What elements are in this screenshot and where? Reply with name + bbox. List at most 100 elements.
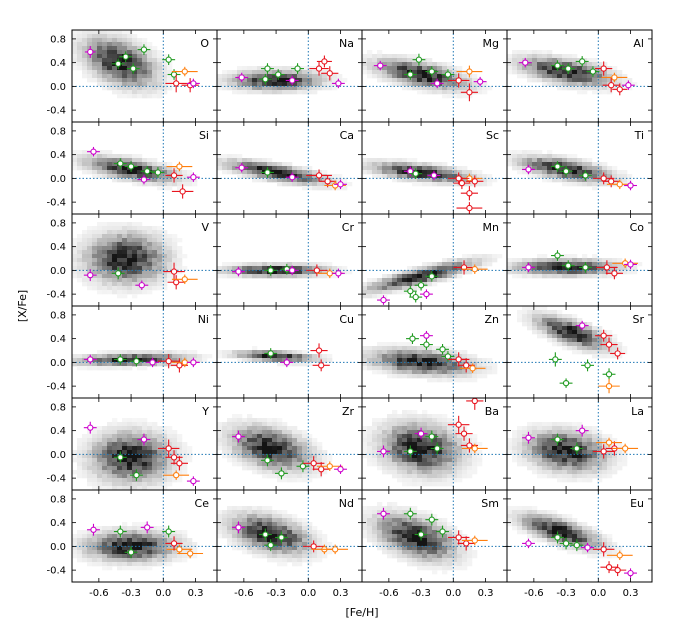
y-tick-label: 0.4 (50, 518, 66, 529)
x-tick-label: -0.3 (266, 588, 286, 599)
marker (190, 174, 197, 181)
density-histogram (507, 254, 643, 279)
x-axis-label: [Fe/H] (345, 606, 378, 619)
marker (326, 70, 333, 77)
marker (428, 516, 435, 523)
element-label: Sm (481, 497, 499, 510)
data-point-orange (461, 443, 488, 454)
data-point-red (600, 337, 618, 352)
data-point-magenta (621, 80, 635, 90)
element-label: Zr (342, 405, 355, 418)
marker (176, 460, 183, 467)
data-point-red (460, 83, 478, 102)
marker (283, 266, 290, 273)
element-label: Co (630, 221, 645, 234)
data-point-orange (316, 461, 343, 472)
panel-sm: Sm -0.6 -0.3 0.0 0.3 (361, 489, 508, 599)
marker (326, 270, 333, 277)
data-point-magenta (427, 170, 441, 181)
marker (460, 430, 468, 437)
marker (87, 48, 94, 56)
panel-y: Y -0.4 0.0 0.4 0.8 (46, 397, 218, 491)
marker (407, 288, 414, 295)
marker (331, 182, 339, 189)
data-point-magenta (83, 354, 97, 365)
marker (409, 335, 416, 342)
density-histogram (362, 410, 483, 487)
marker (603, 264, 611, 271)
data-point-magenta (334, 179, 347, 190)
marker (235, 524, 242, 531)
marker (579, 322, 586, 329)
data-point-green (414, 528, 428, 541)
data-point-magenta (522, 538, 535, 549)
marker (133, 358, 140, 365)
density-histogram (72, 522, 198, 571)
y-tick-label: 0.0 (50, 450, 66, 461)
data-point-red (612, 83, 628, 96)
marker (466, 89, 473, 96)
marker (417, 430, 425, 437)
data-point-green (586, 66, 600, 77)
data-point-magenta (285, 265, 299, 276)
data-point-green (124, 161, 138, 172)
data-point-magenta (83, 269, 97, 282)
data-point-magenta (377, 507, 390, 520)
marker (621, 445, 629, 452)
marker (138, 282, 145, 289)
marker (611, 74, 618, 81)
marker (165, 528, 172, 535)
data-point-green (406, 333, 419, 344)
data-point-green (119, 51, 133, 63)
data-point-red (302, 540, 325, 553)
marker (170, 172, 178, 179)
marker (458, 179, 466, 187)
element-label: V (201, 221, 209, 234)
x-tick-label: -0.6 (234, 588, 254, 599)
marker (278, 534, 285, 541)
data-point-green (291, 63, 304, 74)
marker (264, 457, 271, 464)
marker (173, 472, 180, 479)
x-tick-label: 0.3 (333, 588, 349, 599)
panel-nd: Nd -0.6 -0.3 0.0 0.3 (216, 489, 363, 599)
element-label: Cu (339, 313, 354, 326)
marker (605, 564, 613, 571)
data-point-red (165, 168, 183, 183)
panel-ba: Ba (361, 397, 508, 491)
marker (600, 175, 607, 182)
element-label: Na (339, 37, 354, 50)
data-point-green (430, 442, 444, 455)
density-histogram (362, 342, 498, 383)
marker (140, 176, 148, 183)
data-point-green (258, 73, 272, 85)
marker (525, 264, 532, 271)
element-label: Mg (483, 37, 499, 50)
marker (318, 466, 325, 473)
panel-ce: Ce -0.4 0.0 0.4 0.8 -0.6 -0.3 0.0 0.3 (46, 489, 218, 599)
marker (238, 164, 245, 171)
marker (522, 59, 529, 66)
data-point-green (436, 525, 449, 538)
y-tick-label: -0.4 (46, 474, 66, 485)
panel-zn: Zn (361, 305, 508, 399)
marker (380, 510, 387, 517)
panel-na: Na (216, 29, 363, 123)
marker (315, 65, 323, 72)
y-tick-label: 0.0 (50, 542, 66, 553)
marker (584, 544, 591, 551)
data-point-green (113, 525, 127, 538)
data-point-magenta (137, 174, 151, 185)
data-point-magenta (581, 542, 594, 553)
element-label: O (200, 37, 209, 50)
marker (428, 68, 435, 75)
data-point-magenta (575, 424, 589, 437)
marker (90, 148, 97, 155)
data-point-red (447, 415, 470, 434)
data-point-green (578, 262, 592, 273)
marker (439, 528, 446, 535)
marker (299, 463, 307, 470)
data-point-green (559, 537, 573, 550)
marker (407, 168, 414, 175)
data-point-magenta (522, 164, 535, 175)
